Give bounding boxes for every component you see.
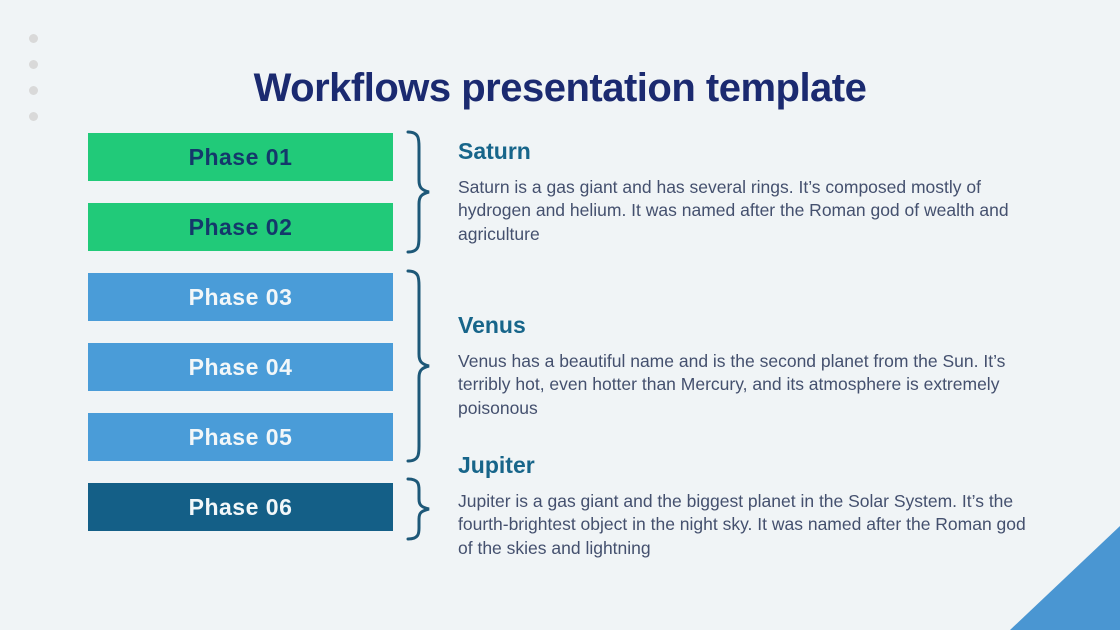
phase-bar-01: Phase 01 [88,133,393,181]
section-heading: Venus [458,312,526,338]
phase-bar-06: Phase 06 [88,483,393,531]
brace-icon-group3 [404,477,436,541]
decorative-dots [29,34,38,121]
phase-label: Phase 02 [188,213,293,240]
section-body: Jupiter is a gas giant and the biggest p… [458,491,1026,558]
phase-label: Phase 04 [188,353,293,380]
phase-label: Phase 05 [188,423,293,450]
dot-icon [29,86,38,95]
section-heading: Saturn [458,138,531,164]
dot-icon [29,60,38,69]
phase-label: Phase 03 [188,283,293,310]
dot-icon [29,112,38,121]
phase-label: Phase 06 [188,493,293,520]
phase-list: Phase 01 Phase 02 Phase 03 Phase 04 Phas… [88,133,393,531]
phase-bar-05: Phase 05 [88,413,393,461]
corner-triangle-icon [1010,526,1120,630]
phase-bar-03: Phase 03 [88,273,393,321]
phase-bar-04: Phase 04 [88,343,393,391]
section-jupiter: Jupiter Jupiter is a gas giant and the b… [458,452,1026,560]
section-venus: Venus Venus has a beautiful name and is … [458,312,1026,420]
phase-bar-02: Phase 02 [88,203,393,251]
section-saturn: Saturn Saturn is a gas giant and has sev… [458,138,1026,246]
section-body: Venus has a beautiful name and is the se… [458,351,1006,418]
brace-icon-group1 [404,130,436,254]
dot-icon [29,34,38,43]
phase-label: Phase 01 [188,143,293,170]
slide-title: Workflows presentation template [253,66,867,110]
section-body: Saturn is a gas giant and has several ri… [458,177,1009,244]
section-heading: Jupiter [458,452,535,478]
brace-icon-group2 [404,269,436,463]
